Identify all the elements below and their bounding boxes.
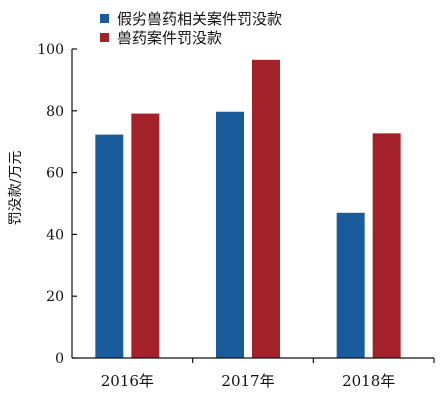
bar-drug-case-fines-1 bbox=[131, 113, 160, 359]
y-tick-label: 40 bbox=[46, 227, 64, 243]
bar-drug-case-fines-2 bbox=[252, 59, 280, 358]
bar-counterfeit-drug-fines-1 bbox=[95, 134, 124, 358]
y-axis: 0 20 40 60 80 100 bbox=[37, 42, 77, 367]
bar-counterfeit-drug-fines-3 bbox=[336, 212, 365, 358]
y-tick-label: 60 bbox=[46, 166, 64, 182]
legend-swatch bbox=[100, 14, 109, 23]
x-category-label: 2016年 bbox=[101, 372, 154, 390]
y-tick-label: 0 bbox=[55, 351, 64, 367]
legend-label: 兽药案件罚没款 bbox=[117, 29, 222, 47]
bars bbox=[95, 59, 401, 359]
x-category-label: 2017年 bbox=[221, 372, 274, 390]
y-tick-label: 100 bbox=[37, 42, 64, 58]
legend-label: 假劣兽药相关案件罚没款 bbox=[117, 10, 282, 28]
y-axis-label: 罚没款/万元 bbox=[8, 151, 24, 226]
legend-swatch bbox=[100, 33, 109, 42]
y-tick-label: 20 bbox=[46, 289, 64, 305]
y-tick-label: 80 bbox=[46, 104, 64, 120]
bar-counterfeit-drug-fines-2 bbox=[216, 111, 244, 359]
bar-drug-case-fines-3 bbox=[372, 133, 401, 358]
x-axis: 2016年 2017年 2018年 bbox=[101, 358, 435, 390]
x-category-label: 2018年 bbox=[342, 372, 395, 390]
